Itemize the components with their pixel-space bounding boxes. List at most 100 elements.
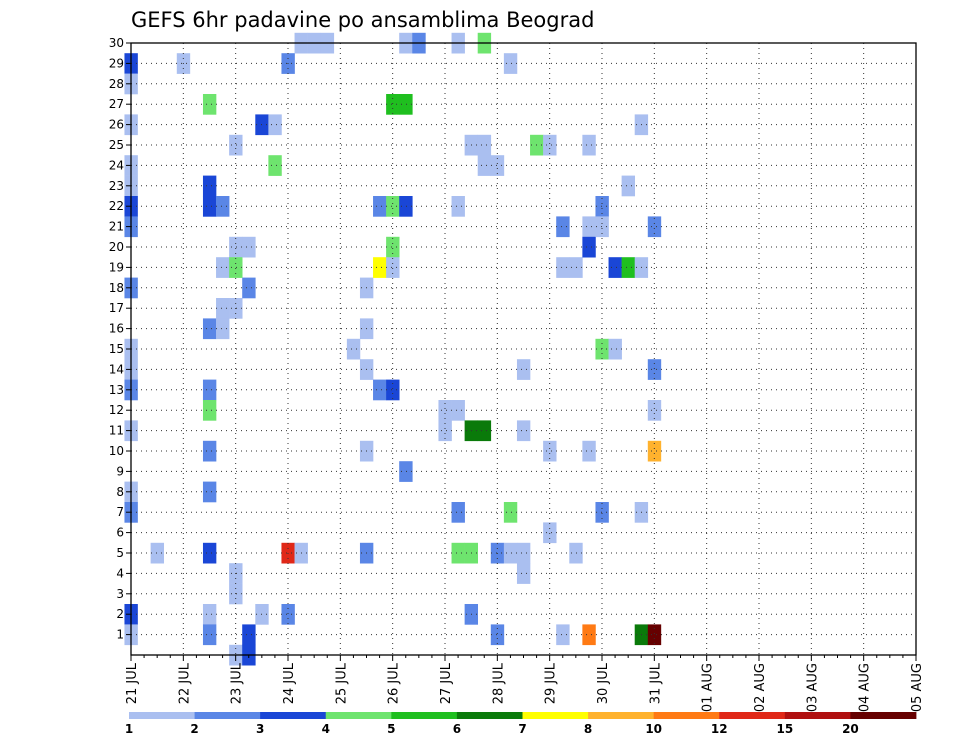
heatmap-cell [216, 318, 230, 340]
heatmap-cell [516, 359, 531, 380]
x-tick-label: 01 AUG [701, 663, 716, 712]
heatmap-cell [202, 379, 217, 401]
heatmap-cell [503, 542, 518, 564]
heatmap-cell [229, 134, 243, 156]
heatmap-cell [229, 236, 243, 258]
y-tick-label: 20 [109, 240, 124, 254]
x-tick-label: 31 JUL [648, 662, 663, 704]
y-tick-label: 23 [109, 179, 124, 193]
heatmap-cell [477, 420, 492, 442]
heatmap-cell [490, 155, 505, 176]
heatmap-cell [373, 379, 387, 401]
colorbar-label: 3 [256, 722, 264, 736]
colorbar-swatch [391, 712, 458, 719]
heatmap-cell [582, 216, 596, 238]
grid-layer [131, 43, 916, 655]
heatmap-cell [621, 175, 636, 197]
heatmap-cell [399, 196, 413, 217]
y-tick-label: 28 [109, 77, 124, 91]
y-tick-label: 25 [109, 138, 124, 152]
y-tick-label: 6 [116, 526, 124, 540]
heatmap-cell [582, 134, 596, 156]
heatmap-cell [556, 257, 570, 278]
heatmap-cell [595, 502, 609, 523]
colorbar-label: 8 [584, 722, 592, 736]
heatmap-cell [216, 196, 230, 217]
heatmap-cell [556, 216, 570, 238]
heatmap-cell [202, 542, 217, 564]
heatmap-cell [438, 400, 452, 421]
y-tick-label: 17 [109, 301, 124, 315]
y-tick-label: 3 [116, 587, 124, 601]
heatmap-cell [490, 624, 505, 646]
heatmap-cell [451, 400, 465, 421]
y-tick-label: 10 [109, 444, 124, 458]
y-tick-label: 2 [116, 607, 124, 621]
colorbar-label: 10 [645, 722, 662, 736]
heatmap-cell [346, 338, 361, 360]
y-tick-label: 12 [109, 403, 124, 417]
heatmap-cell [503, 502, 518, 523]
x-tick-label: 26 JUL [387, 662, 402, 704]
heatmap-cell [399, 94, 413, 115]
heatmap-cell [399, 461, 413, 482]
heatmap-cell [150, 542, 165, 564]
x-tick-label: 22 JUL [177, 662, 192, 704]
heatmap-cell [477, 155, 492, 176]
heatmap-cell [477, 134, 492, 156]
heatmap-cell [569, 257, 583, 278]
x-tick-label: 25 JUL [334, 662, 349, 704]
heatmap-cell [451, 542, 465, 564]
x-axis: 21 JUL 22 JUL 23 JUL 24 JUL 25 JUL 26 JUL 27 J… [125, 655, 925, 712]
heatmap-cell [647, 400, 662, 421]
heatmap-cell [373, 196, 387, 217]
heatmap-cell [202, 624, 217, 646]
heatmap-cell [516, 563, 531, 584]
heatmap-cell [386, 379, 400, 401]
heatmap-cell [647, 359, 662, 380]
heatmap-cell [242, 236, 256, 258]
y-axis: 1234567891011121314151617181920212223242… [109, 36, 131, 642]
y-tick-label: 19 [109, 260, 124, 274]
y-tick-label: 22 [109, 199, 124, 213]
heatmap-cell [373, 257, 387, 278]
heatmap-cell [608, 338, 622, 360]
x-tick-label: 29 JUL [544, 662, 559, 704]
x-tick-label: 21 JUL [125, 662, 140, 704]
y-tick-label: 18 [109, 281, 124, 295]
heatmap-cell [202, 196, 217, 217]
cells-layer [124, 32, 662, 666]
y-tick-label: 11 [109, 424, 124, 438]
heatmap-cell [202, 400, 217, 421]
heatmap-cell [386, 236, 400, 258]
heatmap-cell [242, 624, 256, 646]
heatmap-cell [202, 481, 217, 503]
colorbar-label: 12 [711, 722, 728, 736]
colorbar: 1 2 3 4 5 6 7 8 10 12 15 20 [125, 712, 917, 736]
heatmap-cell [202, 318, 217, 340]
heatmap-cell [516, 420, 531, 442]
y-tick-label: 15 [109, 342, 124, 356]
y-tick-label: 9 [116, 464, 124, 478]
colorbar-label: 2 [190, 722, 198, 736]
heatmap-cell [202, 94, 217, 115]
heatmap-cell [647, 624, 662, 646]
colorbar-label: 7 [518, 722, 526, 736]
colorbar-swatch [325, 712, 392, 719]
heatmap-cell [229, 257, 243, 278]
colorbar-label: 5 [387, 722, 395, 736]
heatmap-cell [216, 257, 230, 278]
y-tick-label: 14 [109, 362, 124, 376]
x-tick-label: 23 JUL [230, 662, 245, 704]
heatmap-cell [582, 236, 596, 258]
x-tick-label: 02 AUG [753, 663, 768, 712]
x-tick-label: 24 JUL [282, 662, 297, 704]
y-tick-label: 5 [116, 546, 124, 560]
heatmap-cell [516, 542, 531, 564]
colorbar-swatch [653, 712, 720, 719]
heatmap-cell [242, 277, 256, 299]
y-tick-label: 21 [109, 220, 124, 234]
heatmap-cell [595, 338, 609, 360]
heatmap-cell [281, 604, 295, 625]
